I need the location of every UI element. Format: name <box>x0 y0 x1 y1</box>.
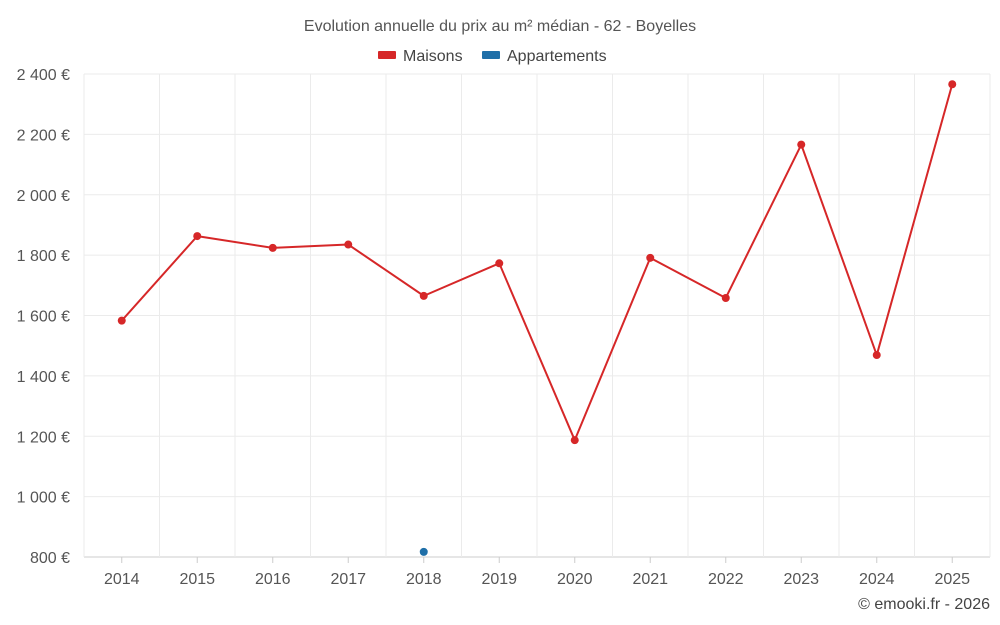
data-point-maisons[interactable] <box>570 436 579 445</box>
x-tick-label: 2019 <box>481 571 517 588</box>
grid <box>83 73 991 558</box>
x-tick-label: 2023 <box>783 571 819 588</box>
data-point-maisons[interactable] <box>117 316 126 325</box>
x-tick-label: 2016 <box>255 571 291 588</box>
x-tick-label: 2025 <box>934 571 970 588</box>
x-tick-label: 2020 <box>557 571 593 588</box>
series-line-maisons <box>121 83 954 442</box>
x-tick-label: 2021 <box>632 571 668 588</box>
x-tick-label: 2014 <box>104 571 140 588</box>
chart-title: Evolution annuelle du prix au m² médian … <box>304 18 696 35</box>
data-point-maisons[interactable] <box>646 253 655 262</box>
y-tick-label: 1 200 € <box>17 429 70 446</box>
legend-item-appartements[interactable]: Appartements <box>482 48 607 65</box>
y-tick-label: 1 000 € <box>17 490 70 507</box>
data-point-maisons[interactable] <box>268 243 277 252</box>
x-tick-label: 2024 <box>859 571 895 588</box>
legend: Maisons Appartements <box>378 48 607 65</box>
data-point-maisons[interactable] <box>948 80 957 89</box>
y-tick-label: 1 800 € <box>17 248 70 265</box>
x-tick-label: 2017 <box>330 571 366 588</box>
x-tick-label: 2018 <box>406 571 442 588</box>
legend-swatch-maisons <box>378 51 396 59</box>
data-point-maisons[interactable] <box>344 240 353 249</box>
y-tick-label: 1 400 € <box>17 369 70 386</box>
legend-label-maisons: Maisons <box>403 48 463 65</box>
data-point-maisons[interactable] <box>419 291 428 300</box>
data-point-maisons[interactable] <box>193 232 202 241</box>
x-axis: 2014 2015 2016 2017 2018 2019 2020 2021 2022 2023… <box>104 557 970 588</box>
series-layer <box>117 80 957 556</box>
x-tick-label: 2022 <box>708 571 744 588</box>
legend-swatch-appartements <box>482 51 500 59</box>
y-tick-label: 2 200 € <box>17 127 70 144</box>
data-point-maisons[interactable] <box>872 351 881 360</box>
y-tick-label: 1 600 € <box>17 309 70 326</box>
x-tick-label: 2015 <box>179 571 215 588</box>
y-tick-label: 2 400 € <box>17 67 70 84</box>
data-point-maisons[interactable] <box>797 140 806 149</box>
data-point-maisons[interactable] <box>721 293 730 302</box>
y-axis: 800 € 1 000 € 1 200 € 1 400 € 1 600 € 1 800 €… <box>17 67 70 567</box>
data-point-appartements[interactable] <box>419 547 428 556</box>
y-tick-label: 2 000 € <box>17 188 70 205</box>
legend-item-maisons[interactable]: Maisons <box>378 48 463 65</box>
legend-label-appartements: Appartements <box>507 48 607 65</box>
credit-text: © emooki.fr - 2026 <box>858 596 990 613</box>
data-point-maisons[interactable] <box>495 259 504 268</box>
y-tick-label: 800 € <box>30 550 70 567</box>
